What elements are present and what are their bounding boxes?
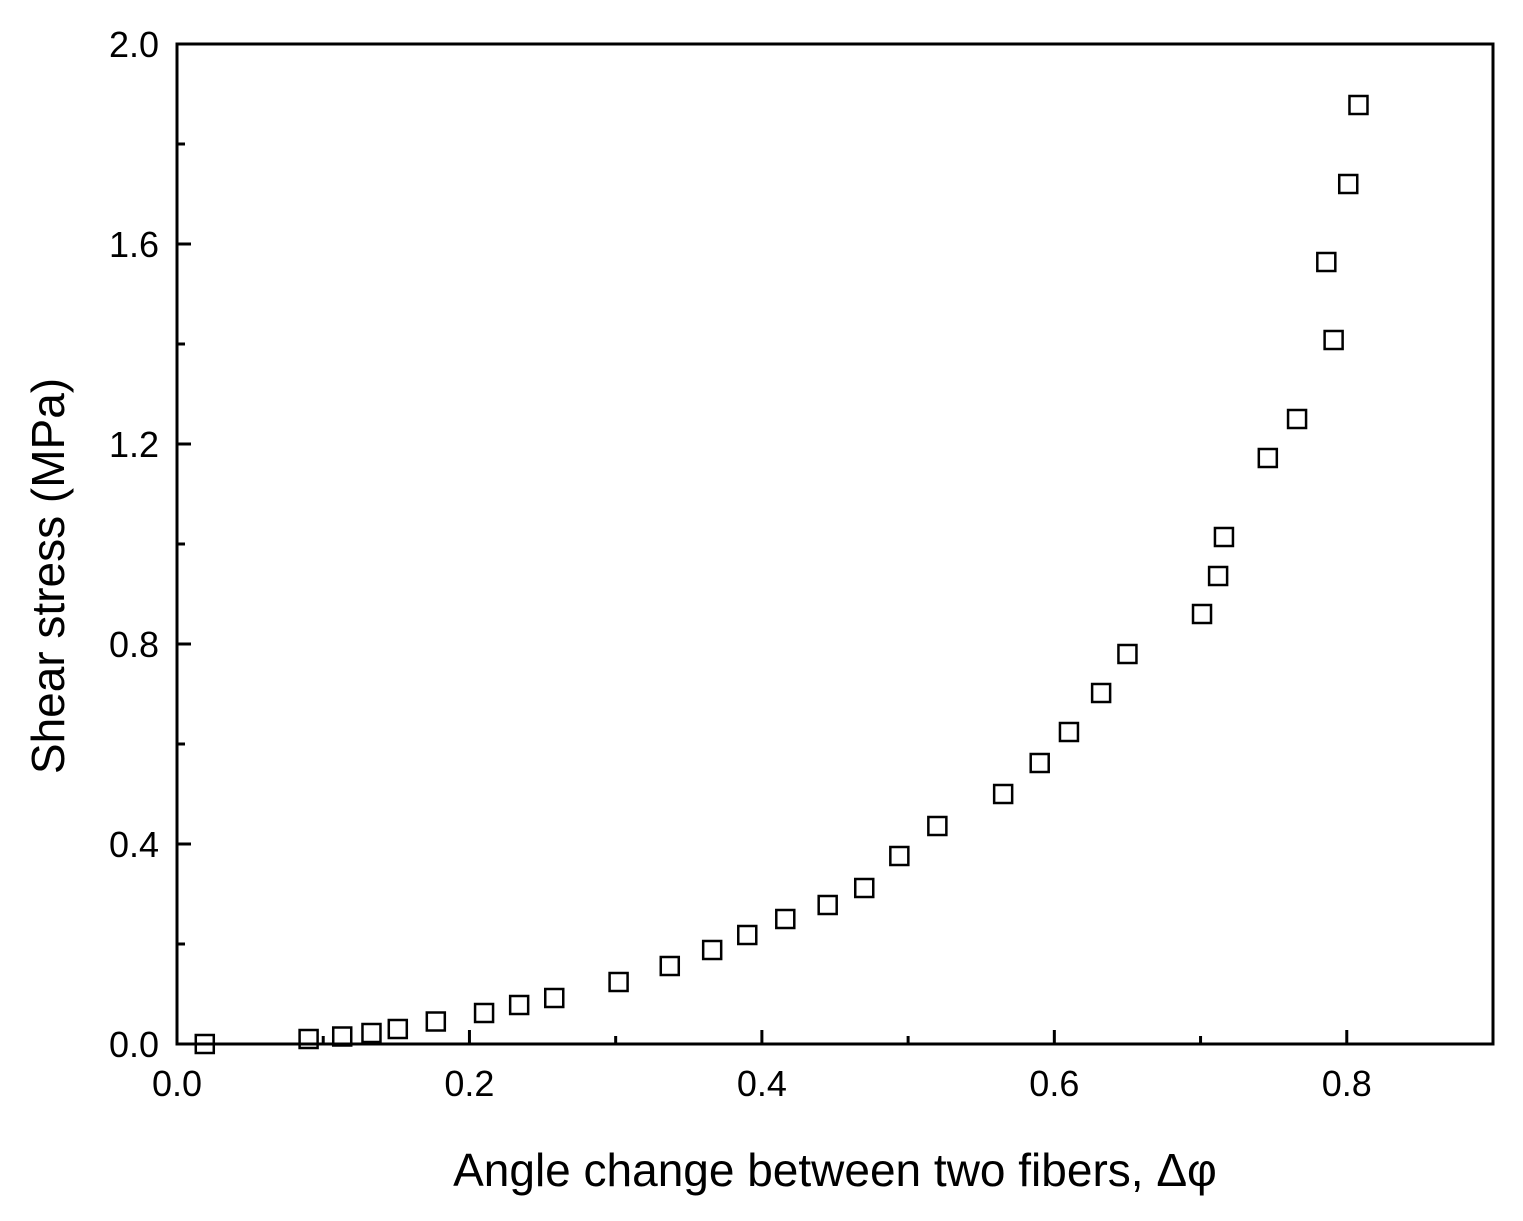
y-axis-title: Shear stress (MPa) (22, 378, 74, 774)
data-point (853, 877, 875, 899)
x-tick-label: 0.4 (737, 1063, 787, 1104)
data-point (1323, 329, 1344, 351)
y-tick-label: 1.2 (109, 424, 159, 465)
data-point (361, 1022, 382, 1044)
x-tick-label: 0.8 (1322, 1063, 1372, 1104)
x-tick-label: 0.0 (152, 1063, 202, 1104)
y-axis-ticks (177, 42, 191, 1046)
y-tick-label: 0.8 (109, 624, 159, 665)
data-point (775, 908, 796, 930)
data-point (387, 1018, 409, 1040)
data-point (544, 987, 565, 1009)
data-point (1058, 721, 1080, 743)
data-point (1090, 682, 1112, 704)
x-axis-title: Angle change between two fibers, Δφ (453, 1144, 1217, 1196)
data-point (889, 845, 910, 867)
data-point (1029, 752, 1050, 774)
data-point (927, 815, 948, 837)
data-point (473, 1002, 495, 1024)
data-point (1207, 565, 1229, 587)
data-point (701, 939, 723, 961)
data-point (1213, 526, 1235, 548)
x-axis-ticks (175, 1030, 1495, 1044)
y-axis-tick-labels: 0.0 0.4 0.8 1.2 1.6 2.0 (109, 24, 159, 1065)
data-point (1257, 447, 1279, 469)
y-tick-label: 0.4 (109, 824, 159, 865)
data-point (1117, 643, 1138, 665)
x-tick-label: 0.2 (444, 1063, 494, 1104)
data-point (817, 894, 838, 916)
data-point (659, 955, 681, 977)
data-point (992, 783, 1014, 805)
data-point (1191, 603, 1213, 625)
data-point (298, 1028, 319, 1050)
data-point (194, 1033, 216, 1055)
plot-frame (175, 42, 1495, 1046)
data-point (1348, 94, 1369, 116)
y-tick-label: 0.0 (109, 1024, 159, 1065)
x-axis-tick-labels: 0.0 0.2 0.4 0.6 0.8 (152, 1063, 1372, 1104)
data-point (1337, 173, 1359, 195)
x-tick-label: 0.6 (1029, 1063, 1079, 1104)
data-point (331, 1026, 353, 1047)
data-point (1286, 408, 1308, 430)
data-point (508, 994, 530, 1016)
data-points (194, 94, 1369, 1055)
y-tick-label: 2.0 (109, 24, 159, 65)
data-point (737, 924, 758, 946)
y-tick-label: 1.6 (109, 224, 159, 265)
data-point (608, 971, 629, 993)
data-point (425, 1011, 447, 1032)
data-point (1316, 251, 1337, 273)
